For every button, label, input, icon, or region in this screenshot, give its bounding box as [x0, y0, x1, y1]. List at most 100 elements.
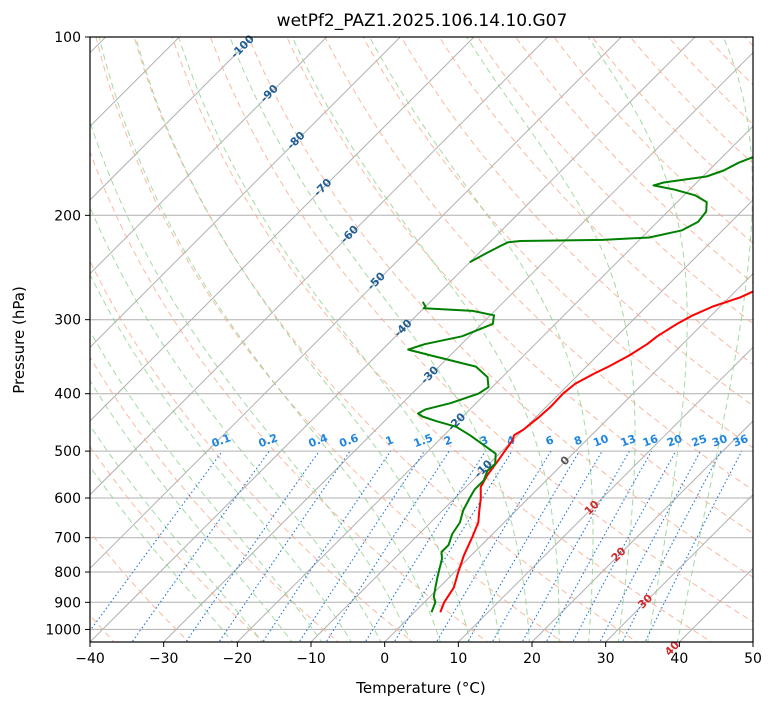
mixing-ratio-line	[90, 450, 223, 632]
moist-adiabat	[676, 37, 753, 642]
y-tick-label: 600	[54, 491, 81, 507]
moist-adiabat	[229, 37, 530, 642]
y-tick-label: 100	[54, 30, 81, 46]
isotherm	[457, 346, 753, 642]
moist-adiabat	[90, 330, 323, 642]
mixing-ratio-label: 0.2	[257, 431, 280, 450]
y-tick-label: 500	[54, 444, 81, 460]
dry-adiabat	[705, 37, 753, 86]
x-tick-label: 30	[597, 651, 615, 667]
isotherm	[90, 37, 254, 201]
dry-adiabat	[90, 150, 489, 642]
y-tick-label: 800	[54, 565, 81, 581]
mixing-ratio-label: 10	[591, 432, 610, 450]
mixing-ratio-label: 4	[505, 433, 517, 448]
mixing-ratio-line	[572, 450, 677, 642]
isotherm	[90, 37, 549, 496]
dry-adiabat-label: -60	[338, 222, 361, 245]
mixing-ratio-label: 0.4	[307, 431, 330, 450]
mixing-ratio-label: 8	[572, 433, 584, 448]
x-axis: −40 −30 −20 −10 0 10 20 30 40 50	[75, 642, 762, 667]
isotherm	[383, 272, 753, 642]
mixing-ratio-line	[325, 450, 450, 642]
mixing-ratio-label: 16	[641, 432, 660, 450]
dry-adiabat	[90, 356, 340, 642]
dry-adiabat	[770, 24, 775, 645]
mixing-ratio-line	[298, 450, 425, 642]
mixing-ratio-line	[466, 450, 580, 642]
y-axis-label: Pressure (hPa)	[10, 286, 28, 394]
mixing-ratio-label: 0.6	[338, 431, 361, 450]
moist-adiabat	[90, 205, 382, 642]
moist-adiabat	[90, 273, 352, 642]
mixing-ratio-line	[599, 450, 701, 642]
dry-adiabat	[324, 37, 753, 491]
isotherm	[90, 37, 696, 642]
moist-adiabat	[135, 37, 471, 642]
dry-adiabat	[133, 37, 638, 642]
x-tick-label: 10	[449, 651, 467, 667]
dry-adiabat	[209, 37, 753, 623]
isotherm	[236, 125, 753, 642]
plot-frame	[89, 36, 754, 643]
isotherm	[90, 37, 623, 570]
isotherm	[162, 51, 753, 642]
isotherm	[752, 641, 753, 642]
moist-adiabat	[178, 37, 501, 642]
dry-adiabat	[515, 37, 753, 284]
dry-adiabat	[438, 37, 753, 366]
x-tick-label: 40	[670, 651, 688, 667]
mixing-ratio-line	[621, 450, 722, 642]
mixing-ratio-label: 25	[690, 432, 709, 449]
y-tick-label: 900	[54, 595, 81, 611]
moist-adiabat	[98, 37, 441, 642]
y-axis: 100 200 300 400 500 600 700 800 900 1000	[45, 30, 90, 638]
mixing-ratio-label: 20	[665, 432, 684, 450]
isotherm	[310, 199, 753, 642]
x-tick-label: 50	[744, 651, 762, 667]
isotherm	[90, 37, 475, 422]
mixing-ratio-line	[435, 450, 552, 642]
isotherm	[604, 493, 753, 642]
moist-adiabat	[90, 465, 234, 642]
x-tick-label: 0	[380, 651, 389, 667]
isotherm	[678, 567, 753, 642]
dry-adiabat	[90, 259, 414, 642]
chart-title: wetPf2_PAZ1.2025.106.14.10.G07	[277, 11, 568, 31]
mixing-ratio-line	[364, 450, 486, 642]
y-tick-label: 1000	[45, 622, 81, 638]
isotherm	[531, 420, 753, 642]
dry-adiabat	[591, 37, 753, 204]
moist-adiabat	[90, 379, 293, 642]
x-tick-label: −10	[296, 651, 326, 667]
mixing-ratio-label: 13	[619, 432, 638, 449]
x-tick-label: −40	[75, 651, 105, 667]
mixing-ratio-line	[644, 450, 743, 642]
profile-series-2	[469, 156, 753, 264]
profile-series-1	[407, 301, 497, 613]
mixing-ratio-label: 3	[478, 433, 490, 448]
isotherm	[90, 37, 328, 275]
moist-adiabat	[369, 37, 594, 642]
y-tick-label: 200	[54, 208, 81, 224]
dry-adiabat	[90, 445, 265, 642]
mixing-ratio-label: 6	[544, 433, 556, 448]
mixing-ratio-label: 36	[731, 432, 750, 450]
dry-adiabat	[400, 37, 753, 407]
moist-adiabat	[90, 424, 264, 642]
dry-adiabat-label: 10	[582, 497, 602, 517]
y-tick-label: 300	[54, 313, 81, 329]
x-tick-label: 20	[523, 651, 541, 667]
isotherm	[90, 37, 181, 128]
dry-adiabat	[286, 37, 753, 534]
mixing-ratio-line	[218, 450, 351, 642]
y-tick-label: 700	[54, 531, 81, 547]
mixing-ratio-label: 1.5	[412, 431, 435, 450]
moist-adiabat	[466, 37, 636, 642]
profile-lines	[407, 156, 753, 613]
mixing-ratio-label: 1	[384, 433, 396, 448]
mixing-ratio-label: 30	[710, 432, 729, 450]
mixing-ratio-label: 0.1	[210, 431, 233, 450]
y-tick-label: 400	[54, 387, 81, 403]
